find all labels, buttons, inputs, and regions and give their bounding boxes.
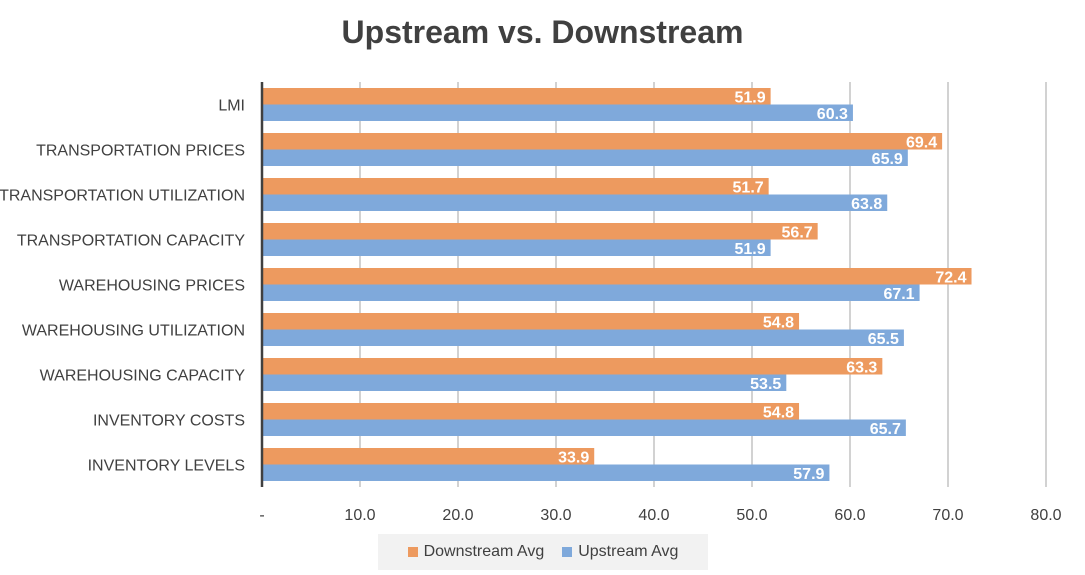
- data-label: 51.9: [734, 241, 765, 258]
- bar-downstream: [262, 313, 800, 330]
- data-label: 69.4: [906, 134, 937, 151]
- category-label: TRANSPORTATION PRICES: [36, 143, 245, 160]
- bar-downstream: [262, 223, 818, 240]
- legend-label-upstream: Upstream Avg: [578, 543, 679, 560]
- legend-item-downstream: Downstream Avg: [407, 543, 545, 561]
- legend-label-downstream: Downstream Avg: [423, 543, 545, 560]
- legend-swatch-upstream: [562, 547, 573, 557]
- bar-upstream: [262, 194, 888, 211]
- category-label: TRANSPORTATION UTILIZATION: [0, 188, 245, 205]
- x-tick-label: 20.0: [442, 507, 473, 524]
- data-label: 51.9: [734, 89, 765, 106]
- data-label: 65.7: [870, 421, 901, 438]
- bar-upstream: [262, 149, 908, 166]
- data-label: 54.8: [763, 314, 794, 331]
- x-tick-label: 40.0: [638, 507, 669, 524]
- data-label: 51.7: [733, 179, 764, 196]
- data-label: 57.9: [793, 466, 824, 483]
- category-label: LMI: [218, 98, 245, 115]
- category-label: INVENTORY COSTS: [93, 413, 245, 430]
- bar-upstream: [262, 464, 830, 481]
- bar-downstream: [262, 268, 972, 285]
- category-label: WAREHOUSING CAPACITY: [40, 368, 246, 385]
- bar-upstream: [262, 284, 920, 301]
- data-label: 65.5: [868, 331, 899, 348]
- bar-downstream: [262, 133, 943, 150]
- chart-legend: Downstream Avg Upstream Avg: [378, 534, 708, 570]
- x-tick-label: 60.0: [834, 507, 865, 524]
- data-label: 56.7: [782, 224, 813, 241]
- data-label: 65.9: [872, 151, 903, 168]
- bar-downstream: [262, 358, 883, 375]
- bar-downstream: [262, 88, 771, 105]
- data-label: 33.9: [558, 449, 589, 466]
- data-label: 53.5: [750, 376, 781, 393]
- data-label: 60.3: [817, 106, 848, 123]
- bar-upstream: [262, 239, 771, 256]
- data-label: 67.1: [883, 286, 914, 303]
- category-label: WAREHOUSING PRICES: [59, 278, 245, 295]
- bar-upstream: [262, 104, 853, 121]
- x-tick-label: 50.0: [736, 507, 767, 524]
- bar-upstream: [262, 374, 787, 391]
- data-label: 72.4: [935, 269, 966, 286]
- category-label: TRANSPORTATION CAPACITY: [17, 233, 246, 250]
- x-tick-label: 80.0: [1030, 507, 1061, 524]
- data-label: 63.3: [846, 359, 877, 376]
- legend-swatch-downstream: [407, 547, 418, 557]
- chart-title: Upstream vs. Downstream: [341, 14, 744, 50]
- bar-upstream: [262, 419, 906, 436]
- x-tick-label: 30.0: [540, 507, 571, 524]
- x-tick-label: 70.0: [932, 507, 963, 524]
- x-tick-label: -: [259, 507, 264, 524]
- bar-downstream: [262, 448, 595, 465]
- bar-downstream: [262, 403, 800, 420]
- data-label: 63.8: [851, 196, 882, 213]
- category-label: WAREHOUSING UTILIZATION: [22, 323, 245, 340]
- category-label: INVENTORY LEVELS: [88, 458, 245, 475]
- legend-item-upstream: Upstream Avg: [562, 543, 678, 561]
- bar-downstream: [262, 178, 769, 195]
- bar-upstream: [262, 329, 904, 346]
- x-tick-label: 10.0: [344, 507, 375, 524]
- data-label: 54.8: [763, 404, 794, 421]
